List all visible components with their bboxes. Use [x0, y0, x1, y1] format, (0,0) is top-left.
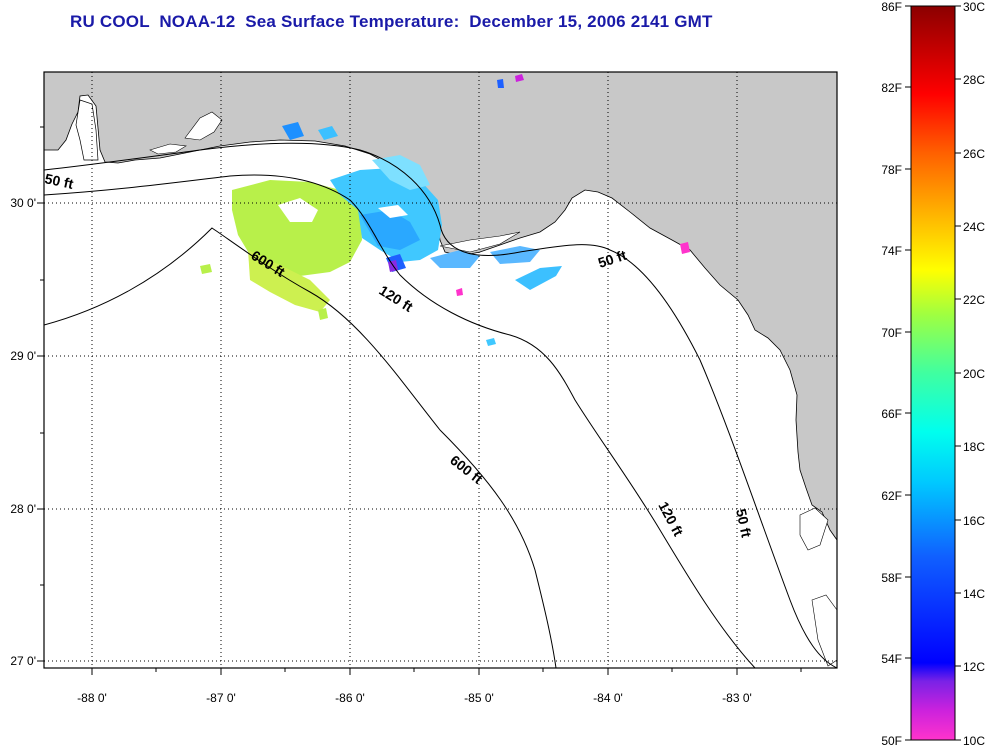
colorbar-c-label: 28C	[963, 73, 985, 87]
contour-600ft	[44, 227, 557, 668]
colorbar-c-label: 24C	[963, 220, 985, 234]
bathymetry-contours	[44, 142, 837, 668]
lat-label: 29 0'	[10, 349, 36, 363]
lon-label: -88 0'	[77, 691, 107, 705]
lat-label: 28 0'	[10, 502, 36, 516]
colorbar-c-label: 22C	[963, 293, 985, 307]
colorbar-f-label: 86F	[881, 0, 902, 14]
apalachicola-bay	[439, 231, 521, 253]
colorbar-c-label: 26C	[963, 147, 985, 161]
colorbar-c-label: 30C	[963, 0, 985, 14]
colorbar-f-label: 78F	[881, 163, 902, 177]
choctawhatchee-bay	[149, 143, 187, 155]
contour-120ft	[44, 174, 756, 668]
lat-label: 30 0'	[10, 196, 36, 210]
map-title: RU COOL NOAA-12 Sea Surface Temperature:…	[70, 12, 713, 31]
colorbar-ticks	[905, 5, 961, 741]
colorbar-f-label: 58F	[881, 571, 902, 585]
lon-label: -84 0'	[593, 691, 623, 705]
colorbar-f-label: 82F	[881, 81, 902, 95]
colorbar-f-label: 54F	[881, 652, 902, 666]
colorbar-f-label: 50F	[881, 734, 902, 748]
colorbar-f-label: 66F	[881, 407, 902, 421]
colorbar-c-label: 14C	[963, 587, 985, 601]
colorbar-f-label: 62F	[881, 489, 902, 503]
land-mainland	[44, 72, 837, 541]
contour-50ft	[44, 142, 837, 668]
sst-data-layer	[200, 74, 690, 346]
lon-label: -83 0'	[722, 691, 752, 705]
colorbar-c-label: 20C	[963, 367, 985, 381]
lat-lon-grid	[44, 72, 837, 668]
lat-label: 27 0'	[10, 654, 36, 668]
lon-label: -86 0'	[335, 691, 365, 705]
contour-label: 50 ft	[43, 170, 75, 192]
colorbar-f-label: 70F	[881, 326, 902, 340]
temperature-colorbar	[910, 5, 956, 741]
colorbar-f-label: 74F	[881, 244, 902, 258]
axis-ticks	[37, 126, 802, 675]
lon-label: -85 0'	[464, 691, 494, 705]
colorbar-c-label: 12C	[963, 660, 985, 674]
colorbar-c-label: 10C	[963, 734, 985, 748]
colorbar-c-label: 18C	[963, 440, 985, 454]
colorbar-c-label: 16C	[963, 514, 985, 528]
contour-label: 50 ft	[733, 507, 755, 539]
lon-label: -87 0'	[206, 691, 236, 705]
charlotte-harbor	[811, 594, 837, 667]
map-border	[43, 71, 838, 669]
pensacola-bay	[184, 111, 223, 141]
tampa-bay-area	[799, 507, 829, 551]
